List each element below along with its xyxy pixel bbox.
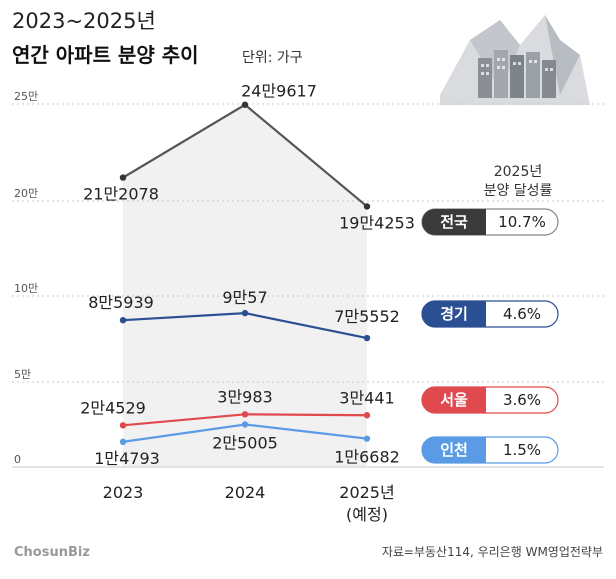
- data-label: 9만57: [222, 288, 267, 307]
- data-point: [241, 411, 249, 418]
- chart-title-line1: 2023~2025년: [12, 9, 156, 33]
- data-point: [363, 203, 371, 210]
- legend-rate-value: 3.6%: [503, 391, 541, 409]
- data-label: 2만5005: [212, 433, 278, 452]
- chosunbiz-logo: ChosunBiz: [14, 545, 90, 560]
- legend-series-name: 전국: [440, 213, 468, 231]
- chart-title-line2: 연간 아파트 분양 추이: [12, 43, 199, 67]
- legend-series-name: 경기: [440, 305, 468, 323]
- legend-badge-fill: [422, 437, 486, 463]
- legend-badge-fill: [422, 209, 486, 235]
- apartment-illustration-icon: [440, 15, 590, 105]
- legend-item: 전국 10.7%: [421, 208, 559, 236]
- data-point: [363, 412, 371, 419]
- x-tick-label: 2023: [103, 483, 144, 502]
- data-point: [241, 101, 249, 108]
- x-tick-label: (예정): [346, 505, 388, 524]
- x-tick-label: 2024: [225, 483, 266, 502]
- y-axis-ticks: 25만 20만 10만 5만 0: [14, 90, 38, 466]
- legend-title-line1: 2025년: [494, 164, 543, 180]
- data-label: 1만4793: [94, 449, 160, 468]
- data-label: 2만4529: [80, 398, 146, 417]
- data-label: 3만441: [339, 388, 394, 407]
- data-point: [119, 316, 127, 324]
- legend: 2025년 분양 달성률 전국 10.7% 경기 4.6% 서울 3.6% 인천 1.5%: [421, 164, 559, 464]
- legend-series-name: 인천: [440, 441, 468, 459]
- y-tick-label: 25만: [14, 90, 38, 103]
- area-national: [123, 104, 367, 468]
- legend-title-line2: 분양 달성률: [484, 183, 553, 199]
- series-lines: [119, 101, 371, 446]
- data-point: [119, 174, 127, 181]
- unit-label: 단위: 가구: [242, 50, 303, 66]
- y-tick-label: 5만: [14, 368, 31, 381]
- y-tick-label: 0: [14, 453, 21, 466]
- legend-rate-value: 4.6%: [503, 305, 541, 323]
- x-tick-label: 2025년: [339, 483, 394, 502]
- source-note: 자료=부동산114, 우리은행 WM영업전략부: [382, 544, 603, 559]
- data-point: [363, 435, 371, 442]
- legend-rate-value: 10.7%: [498, 213, 546, 231]
- data-label: 1만6682: [334, 448, 400, 467]
- data-label: 8만5939: [88, 293, 154, 312]
- data-labels: 21만2078 24만9617 19만4253 8만5939 9만57 7만5552 2만4…: [80, 82, 415, 468]
- data-point: [241, 309, 249, 317]
- data-label: 3만983: [217, 387, 272, 406]
- data-point: [119, 422, 127, 429]
- data-point: [119, 438, 127, 446]
- data-point: [363, 334, 371, 342]
- legend-item: 인천 1.5%: [421, 436, 559, 464]
- legend-series-name: 서울: [440, 391, 468, 409]
- y-tick-label: 10만: [14, 282, 38, 295]
- data-point: [241, 421, 249, 428]
- data-label: 19만4253: [339, 213, 415, 232]
- national-area: [123, 104, 367, 468]
- legend-item: 경기 4.6%: [421, 300, 559, 328]
- legend-badge-fill: [422, 387, 486, 413]
- legend-badge-fill: [422, 301, 486, 327]
- legend-item: 서울 3.6%: [421, 386, 559, 414]
- data-label: 21만2078: [83, 185, 159, 204]
- gridlines: [12, 103, 604, 468]
- x-axis-ticks: 2023 2024 2025년 (예정): [103, 483, 395, 524]
- legend-rate-value: 1.5%: [503, 441, 541, 459]
- data-label: 24만9617: [241, 82, 317, 101]
- y-tick-label: 20만: [14, 187, 38, 200]
- data-label: 7만5552: [334, 307, 400, 326]
